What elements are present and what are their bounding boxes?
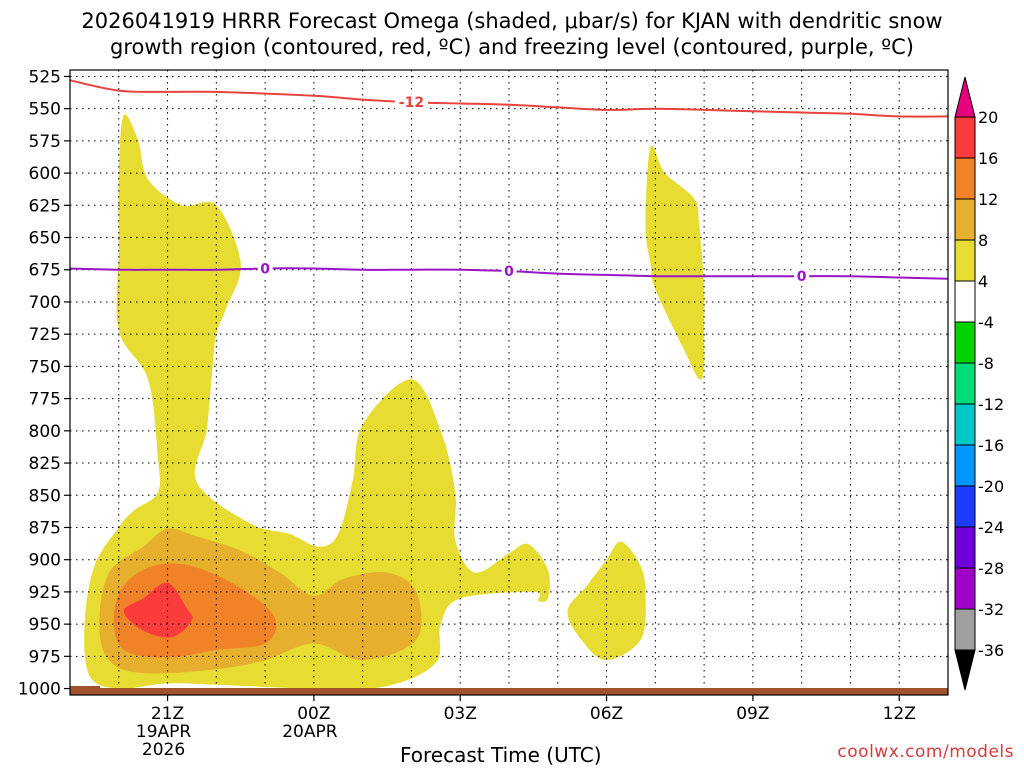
y-tick-label-950: 950 xyxy=(29,615,61,635)
colorbar-label-4: 4 xyxy=(978,272,988,291)
colorbar-label-16: 16 xyxy=(978,149,998,168)
x-tick-sublabel-2026: 2026 xyxy=(142,740,185,760)
colorbar-label--12: -12 xyxy=(978,395,1004,414)
contour-label-1-2: 0 xyxy=(797,269,807,285)
y-tick-label-625: 625 xyxy=(29,196,61,216)
colorbar-label--20: -20 xyxy=(978,477,1004,496)
colorbar-swatch--36-to--32 xyxy=(954,608,976,651)
contour-line-0 xyxy=(69,79,949,118)
contour-label-bg xyxy=(257,260,273,277)
y-axis: 525 550 575 600 625 650 675 700 725 750 775 800 825 8… xyxy=(18,67,70,700)
y-tick-label-600: 600 xyxy=(29,164,61,184)
y-tick-label-800: 800 xyxy=(29,422,61,442)
y-tick-label-650: 650 xyxy=(29,229,61,249)
y-tick-label-675: 675 xyxy=(29,261,61,281)
y-tick-label-925: 925 xyxy=(29,583,61,603)
contour-label-1-1: 0 xyxy=(504,264,514,280)
y-tick-label-525: 525 xyxy=(29,67,61,87)
x-tick-sublabel-20APR: 20APR xyxy=(282,722,338,742)
colorbar-swatch-8-to-12 xyxy=(954,198,976,241)
contours: -12 0 0 0 xyxy=(69,79,949,285)
omega-region-1 xyxy=(567,541,646,661)
colorbar-label--16: -16 xyxy=(978,436,1004,455)
omega-shading xyxy=(84,114,705,690)
colorbar-arrow-bottom xyxy=(954,649,976,691)
colorbar-label--36: -36 xyxy=(978,641,1004,660)
colorbar-swatch--32-to--28 xyxy=(954,567,976,610)
colorbar-swatch-16-to-20 xyxy=(954,116,976,159)
grid xyxy=(70,70,948,695)
contour-label-bg xyxy=(394,94,428,111)
x-tick-label-03Z: 03Z xyxy=(444,704,477,724)
x-tick-label-06Z: 06Z xyxy=(590,704,623,724)
plot-frame xyxy=(69,69,949,696)
contour-label-bg xyxy=(501,263,517,280)
colorbar-swatch--8-to--4 xyxy=(954,321,976,364)
y-tick-label-850: 850 xyxy=(29,486,61,506)
x-tick-label-00Z: 00Z xyxy=(297,704,330,724)
colorbar-swatch--16-to--12 xyxy=(954,403,976,446)
x-tick-sublabel-19APR: 19APR xyxy=(136,722,192,742)
omega-region-2 xyxy=(645,145,705,380)
colorbar-label-12: 12 xyxy=(978,190,998,209)
colorbar-swatch-4-to-8 xyxy=(954,239,976,282)
y-tick-label-900: 900 xyxy=(29,551,61,571)
contour-label-0-0: -12 xyxy=(399,95,424,111)
x-tick-label-09Z: 09Z xyxy=(736,704,769,724)
chart-title-line-2: growth region (contoured, red, ºC) and f… xyxy=(110,35,914,59)
colorbar-label--28: -28 xyxy=(978,559,1004,578)
x-tick-label-21Z: 21Z xyxy=(151,704,184,724)
y-tick-label-975: 975 xyxy=(29,647,61,667)
colorbar-label--8: -8 xyxy=(978,354,994,373)
colorbar-swatch-12-to-16 xyxy=(954,157,976,200)
colorbar: -36 -32 -28 -24 -20 -16 -12 -8 -4 4 8 12 16 20 xyxy=(954,76,1004,691)
y-tick-label-825: 825 xyxy=(29,454,61,474)
y-tick-label-700: 700 xyxy=(29,293,61,313)
terrain xyxy=(70,686,948,695)
y-tick-label-875: 875 xyxy=(29,518,61,538)
omega-region-5 xyxy=(123,582,193,638)
x-tick-label-12Z: 12Z xyxy=(883,704,916,724)
x-axis-label: Forecast Time (UTC) xyxy=(400,743,602,767)
colorbar-swatch--20-to--16 xyxy=(954,444,976,487)
y-tick-label-725: 725 xyxy=(29,325,61,345)
colorbar-swatch--24-to--20 xyxy=(954,485,976,528)
colorbar-swatch--28-to--24 xyxy=(954,526,976,569)
contour-label-bg xyxy=(794,268,810,285)
credit-link[interactable]: coolwx.com/models xyxy=(837,742,1014,762)
y-tick-label-550: 550 xyxy=(29,100,61,120)
colorbar-swatch--12-to--8 xyxy=(954,362,976,405)
colorbar-label-20: 20 xyxy=(978,108,998,127)
y-tick-label-1000: 1000 xyxy=(18,680,61,700)
colorbar-label--32: -32 xyxy=(978,600,1004,619)
colorbar-swatch--4-to-4 xyxy=(954,280,976,323)
y-tick-label-750: 750 xyxy=(29,357,61,377)
y-tick-label-775: 775 xyxy=(29,390,61,410)
y-tick-label-575: 575 xyxy=(29,132,61,152)
contour-label-1-0: 0 xyxy=(260,261,270,277)
colorbar-label--4: -4 xyxy=(978,313,994,332)
colorbar-arrow-top xyxy=(954,76,976,118)
terrain-strip xyxy=(70,688,948,695)
colorbar-label-8: 8 xyxy=(978,231,988,250)
terrain-bump xyxy=(70,686,100,689)
chart-title-line-1: 2026041919 HRRR Forecast Omega (shaded, … xyxy=(81,9,943,33)
colorbar-label--24: -24 xyxy=(978,518,1004,537)
